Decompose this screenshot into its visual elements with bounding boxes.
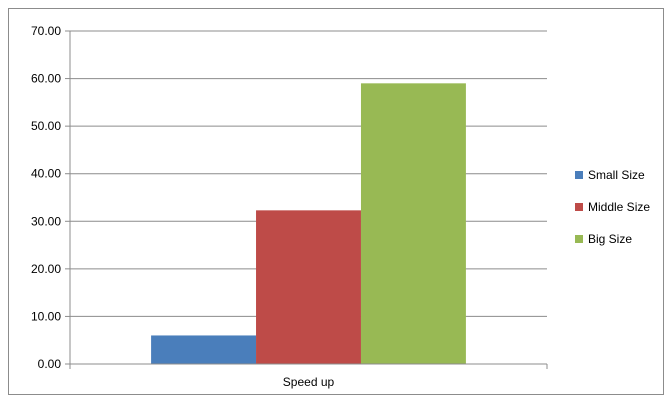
y-tick-label: 10.00 [31, 309, 61, 323]
y-tick-label: 40.00 [31, 167, 61, 181]
legend-label-big-size: Big Size [588, 232, 632, 246]
y-tick-label: 20.00 [31, 262, 61, 276]
x-tick-labels: Speed up [283, 375, 335, 389]
bar-small-size [151, 335, 257, 364]
y-tick-label: 70.00 [31, 24, 61, 38]
legend-swatch-small-size [575, 171, 583, 179]
x-tick-label: Speed up [283, 375, 335, 389]
y-tick-label: 50.00 [31, 119, 61, 133]
y-tick-label: 60.00 [31, 72, 61, 86]
bars [151, 83, 466, 364]
chart-frame: 0.00 10.00 20.00 30.00 40.00 50.00 60.00 70.00 … [8, 8, 664, 395]
y-tick-label: 30.00 [31, 214, 61, 228]
y-tick-labels: 0.00 10.00 20.00 30.00 40.00 50.00 60.00 70.00 [31, 24, 61, 371]
legend-swatch-big-size [575, 235, 583, 243]
axes [65, 30, 548, 369]
bar-chart: 0.0010.0020.0030.0040.0050.0060.0070.00 … [31, 24, 650, 389]
legend-label-small-size: Small Size [588, 168, 645, 182]
legend-label-middle-size: Middle Size [588, 200, 650, 214]
bar-middle-size [256, 210, 361, 364]
legend-swatch-middle-size [575, 203, 583, 211]
bar-big-size [360, 83, 466, 364]
y-tick-label: 0.00 [38, 357, 62, 371]
legend: Small Size Middle Size Big Size [575, 168, 650, 246]
